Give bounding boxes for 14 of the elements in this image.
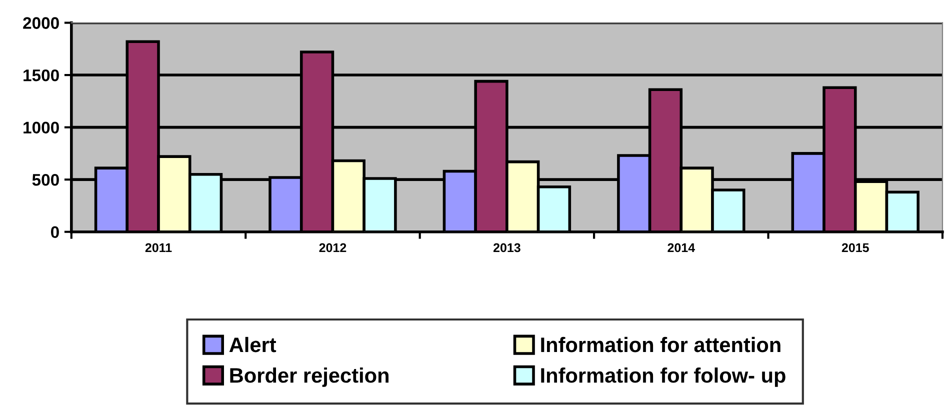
y-tick-label: 0 xyxy=(50,226,59,238)
x-tick-label: 2015 xyxy=(842,243,869,252)
legend-label: Information for attention xyxy=(541,336,780,352)
x-tick-label: 2014 xyxy=(668,243,695,252)
legend-label: Alert xyxy=(229,336,276,352)
y-tick-label: 2000 xyxy=(23,17,59,29)
y-tick-label: 500 xyxy=(32,174,59,186)
x-tick-label: 2011 xyxy=(145,243,172,252)
legend-label: Information for folow- up xyxy=(541,367,786,387)
y-tick-label: 1500 xyxy=(24,69,59,82)
x-tick-label: 2012 xyxy=(319,243,346,252)
legend-label: Border rejection xyxy=(230,367,388,387)
x-tick-label: 2013 xyxy=(493,243,520,252)
y-tick-label: 1000 xyxy=(24,122,59,134)
